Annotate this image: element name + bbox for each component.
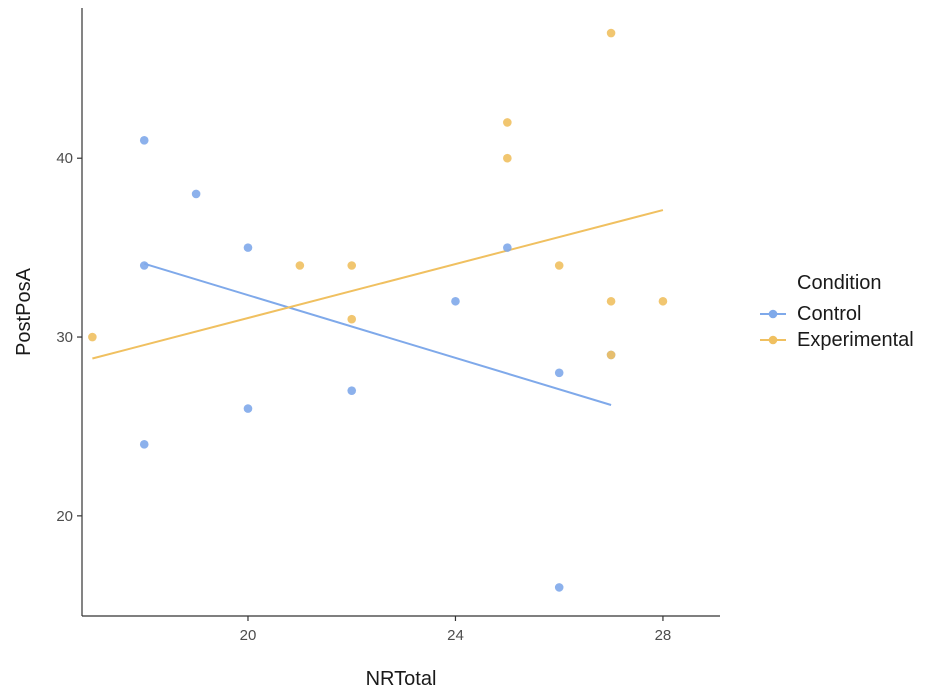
control-fit-line <box>143 262 612 406</box>
control-point <box>243 404 253 413</box>
y-tick-label: 40 <box>56 150 73 167</box>
legend-title: Condition <box>797 272 882 294</box>
fit-lines <box>92 209 664 406</box>
x-tick-label: 24 <box>447 627 464 644</box>
experimental-point <box>88 332 97 342</box>
experimental-point <box>503 118 512 127</box>
control-point <box>243 243 253 252</box>
axes <box>81 8 720 617</box>
axis-ticks: 20 24 28 20 30 40 <box>56 150 671 644</box>
control-point <box>451 296 460 306</box>
x-tick-label: 28 <box>655 627 672 644</box>
experimental-legend-label: Experimental <box>797 329 914 351</box>
control-point <box>503 243 512 252</box>
y-axis-title: PostPosA <box>13 267 35 355</box>
experimental-point <box>347 314 357 324</box>
y-tick-label: 20 <box>56 508 73 525</box>
control-point <box>139 136 149 145</box>
x-tick-label: 20 <box>240 627 257 644</box>
control-point <box>554 368 564 378</box>
experimental-point <box>295 261 305 270</box>
experimental-point <box>606 28 616 38</box>
experimental-point <box>347 261 357 270</box>
experimental-point <box>606 350 616 360</box>
legend: Condition Control Experimental <box>760 272 914 351</box>
experimental-point <box>606 296 616 306</box>
experimental-point <box>658 296 668 306</box>
experimental-point <box>503 153 512 163</box>
experimental-point <box>554 261 564 270</box>
control-point <box>554 583 564 592</box>
experimental-legend-dot <box>768 335 778 345</box>
data-points <box>88 28 668 592</box>
control-point <box>139 440 149 449</box>
x-axis-title: NRTotal <box>366 668 437 690</box>
control-legend-dot <box>768 309 778 319</box>
y-tick-label: 30 <box>56 329 73 346</box>
control-point <box>139 261 149 270</box>
experimental-fit-line <box>92 209 664 360</box>
control-point <box>347 386 357 395</box>
control-legend-label: Control <box>797 303 861 325</box>
control-point <box>191 189 201 199</box>
